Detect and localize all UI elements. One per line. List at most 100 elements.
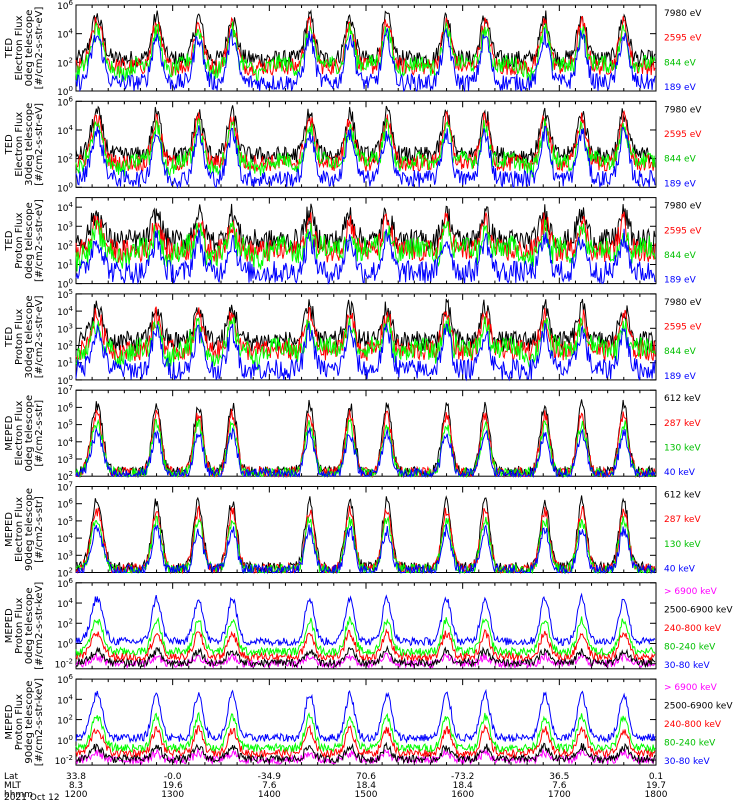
- legend-label: > 6900 keV: [664, 683, 718, 693]
- legend-label: 7980 eV: [664, 9, 702, 19]
- legend-label: 40 keV: [664, 468, 696, 478]
- y-tick-label: 106: [57, 0, 73, 12]
- y-tick-label: 104: [57, 693, 73, 706]
- y-axis-label: [#/cm2-s-str-eV]: [34, 295, 45, 378]
- y-axis-label: Proton Flux: [14, 694, 25, 750]
- y-axis-label: 0deg telescope: [24, 395, 35, 472]
- y-axis-label: [#/cm2-s-str]: [34, 400, 45, 467]
- y-tick-label: 10-2: [55, 658, 73, 671]
- y-tick-label: 100: [57, 181, 73, 194]
- series-line: [75, 427, 656, 479]
- y-axis-label: MEPED: [4, 512, 15, 547]
- y-axis-label: Proton Flux: [14, 309, 25, 365]
- legend-label: 80-240 keV: [664, 739, 716, 749]
- legend-label: 844 eV: [664, 347, 697, 357]
- y-tick-label: 100: [57, 638, 73, 651]
- legend-label: 30-80 keV: [664, 661, 710, 671]
- legend-label: 240-800 keV: [664, 720, 722, 730]
- y-axis-label: [#/cm2-s-str-keV]: [34, 678, 45, 766]
- y-tick-label: 103: [57, 549, 73, 562]
- y-tick-label: 106: [57, 673, 73, 686]
- series-line: [75, 117, 656, 178]
- series-line: [75, 628, 656, 663]
- x-axis-row-label: hhmm: [4, 790, 33, 800]
- series-line: [75, 723, 656, 759]
- y-axis-label: TED: [4, 134, 15, 155]
- series-line: [75, 110, 656, 173]
- x-tick-lat: -73.2: [451, 772, 474, 782]
- series-line: [75, 616, 656, 658]
- y-axis-label: MEPED: [4, 704, 15, 739]
- y-tick-label: 101: [57, 357, 73, 370]
- x-tick-hhmm: 1400: [258, 790, 281, 800]
- series-line: [75, 645, 656, 669]
- legend-label: 130 keV: [664, 444, 701, 454]
- x-tick-lat: 70.6: [356, 772, 376, 782]
- legend-label: 7980 eV: [664, 105, 702, 115]
- series-line: [75, 592, 656, 647]
- y-axis-label: 0deg telescope: [24, 587, 35, 664]
- legend-label: 2595 eV: [664, 130, 702, 140]
- y-axis-label: [#/cm2-s-str]: [34, 496, 45, 563]
- series-line: [75, 399, 656, 479]
- legend-label: 287 keV: [664, 515, 701, 525]
- legend-label: 130 keV: [664, 540, 701, 550]
- y-axis-label: Electron Flux: [14, 401, 25, 466]
- legend-label: 2595 eV: [664, 323, 702, 333]
- y-axis-label: 90deg telescope: [24, 681, 35, 764]
- y-axis-label: 0deg telescope: [24, 10, 35, 87]
- legend-label: 287 keV: [664, 419, 701, 429]
- x-tick-mlt: 8.3: [69, 781, 83, 791]
- y-axis-label: 0deg telescope: [24, 202, 35, 279]
- x-tick-mlt: 19.6: [163, 781, 183, 791]
- series-line: [75, 218, 656, 272]
- y-tick-label: 105: [57, 419, 73, 432]
- y-tick-label: 106: [57, 401, 73, 414]
- x-tick-lat: 0.1: [649, 772, 663, 782]
- legend-label: 2595 eV: [664, 226, 702, 236]
- series-line: [76, 409, 656, 479]
- y-axis-label: MEPED: [4, 415, 15, 450]
- x-axis-row-label: MLT: [4, 781, 22, 791]
- x-tick-hhmm: 1700: [548, 790, 571, 800]
- y-tick-label: 101: [57, 258, 73, 271]
- y-tick-label: 104: [57, 305, 73, 318]
- series-line: [75, 711, 656, 754]
- x-tick-lat: -34.9: [258, 772, 282, 782]
- y-axis-label: MEPED: [4, 608, 15, 643]
- y-axis-label: [#/cm2-s-str-keV]: [34, 582, 45, 670]
- y-axis-label: 90deg telescope: [24, 488, 35, 571]
- y-tick-label: 102: [57, 340, 73, 353]
- x-tick-hhmm: 1500: [355, 790, 378, 800]
- y-tick-label: 104: [57, 436, 73, 449]
- x-tick-mlt: 7.6: [262, 781, 277, 791]
- legend-label: 189 eV: [664, 276, 697, 286]
- x-tick-hhmm: 1800: [645, 790, 668, 800]
- series-line: [75, 125, 656, 189]
- y-axis-label: [#/cm2-s-str-eV]: [34, 103, 45, 186]
- date-label: 2021 Oct 12: [4, 793, 60, 800]
- x-tick-mlt: 18.4: [453, 781, 473, 791]
- x-tick-lat: -0.0: [164, 772, 182, 782]
- y-axis-label: Electron Flux: [14, 15, 25, 80]
- y-tick-label: 103: [57, 322, 73, 335]
- panel-frame: [75, 4, 657, 92]
- x-tick-mlt: 7.6: [552, 781, 567, 791]
- legend-label: 2500-6900 keV: [664, 605, 733, 615]
- y-tick-label: 102: [57, 714, 73, 727]
- y-tick-label: 100: [57, 734, 73, 747]
- y-axis-label: TED: [4, 327, 15, 348]
- series-line: [75, 523, 656, 575]
- y-axis-label: [#/cm2-s-str-eV]: [34, 199, 45, 282]
- series-line: [75, 27, 656, 93]
- legend-label: 7980 eV: [664, 202, 702, 212]
- y-tick-label: 103: [57, 453, 73, 466]
- legend-label: 40 keV: [664, 565, 696, 575]
- legend-label: > 6900 keV: [664, 587, 718, 597]
- y-axis-label: [#/cm2-s-str-eV]: [34, 7, 45, 90]
- x-tick-lat: 33.8: [66, 772, 86, 782]
- y-axis-label: 30deg telescope: [24, 103, 35, 186]
- y-tick-label: 104: [57, 124, 73, 137]
